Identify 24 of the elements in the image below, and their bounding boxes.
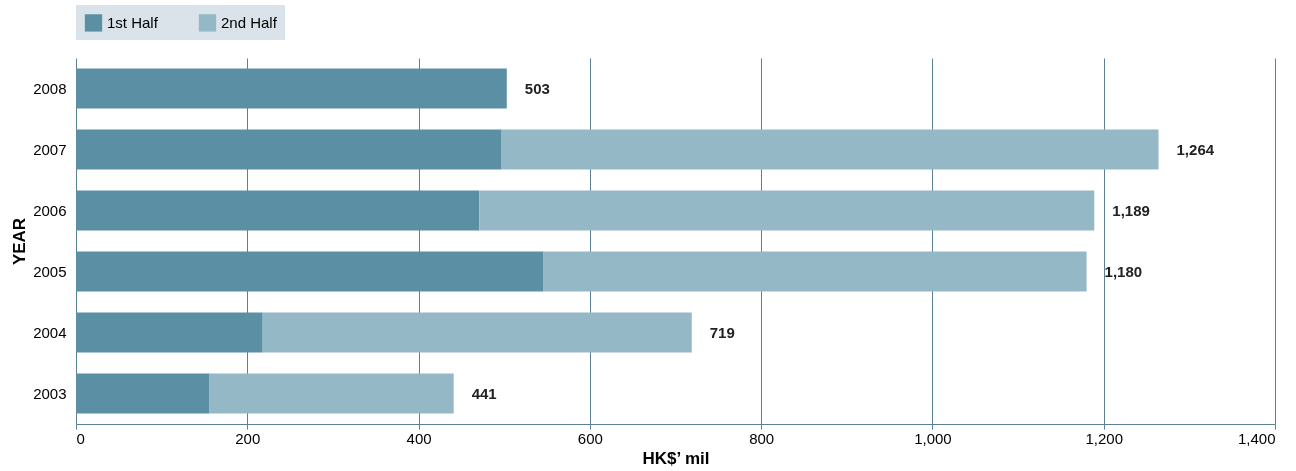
y-tick-label: 2006 (33, 201, 67, 219)
y-tick-label: 2004 (33, 323, 67, 341)
total-label: 441 (471, 384, 497, 402)
y-tick-label: 2008 (33, 79, 67, 97)
total-label: 1,189 (1112, 201, 1150, 219)
x-tick-label: 0 (76, 429, 85, 447)
x-tick-label: 1,400 (1237, 429, 1276, 447)
y-tick-label: 2007 (33, 140, 67, 158)
x-tick-label: 600 (577, 429, 603, 447)
x-tick-label: 1,200 (1085, 429, 1123, 447)
total-label: 1,180 (1104, 262, 1143, 280)
total-label: 719 (709, 323, 735, 341)
x-axis-title: HK$’ mil (642, 448, 710, 468)
x-tick-label: 400 (406, 429, 432, 447)
legend-label: 2nd Half (221, 13, 278, 31)
x-tick-label: 200 (235, 429, 261, 447)
x-tick-label: 800 (749, 429, 775, 447)
legend-label: 1st Half (107, 13, 159, 31)
y-tick-label: 2003 (33, 384, 67, 402)
x-tick-label: 1,000 (914, 429, 952, 447)
y-axis-title: YEAR (10, 217, 30, 266)
y-tick-label: 2005 (33, 262, 67, 280)
total-label: 1,264 (1176, 140, 1215, 158)
total-label: 503 (524, 79, 550, 97)
